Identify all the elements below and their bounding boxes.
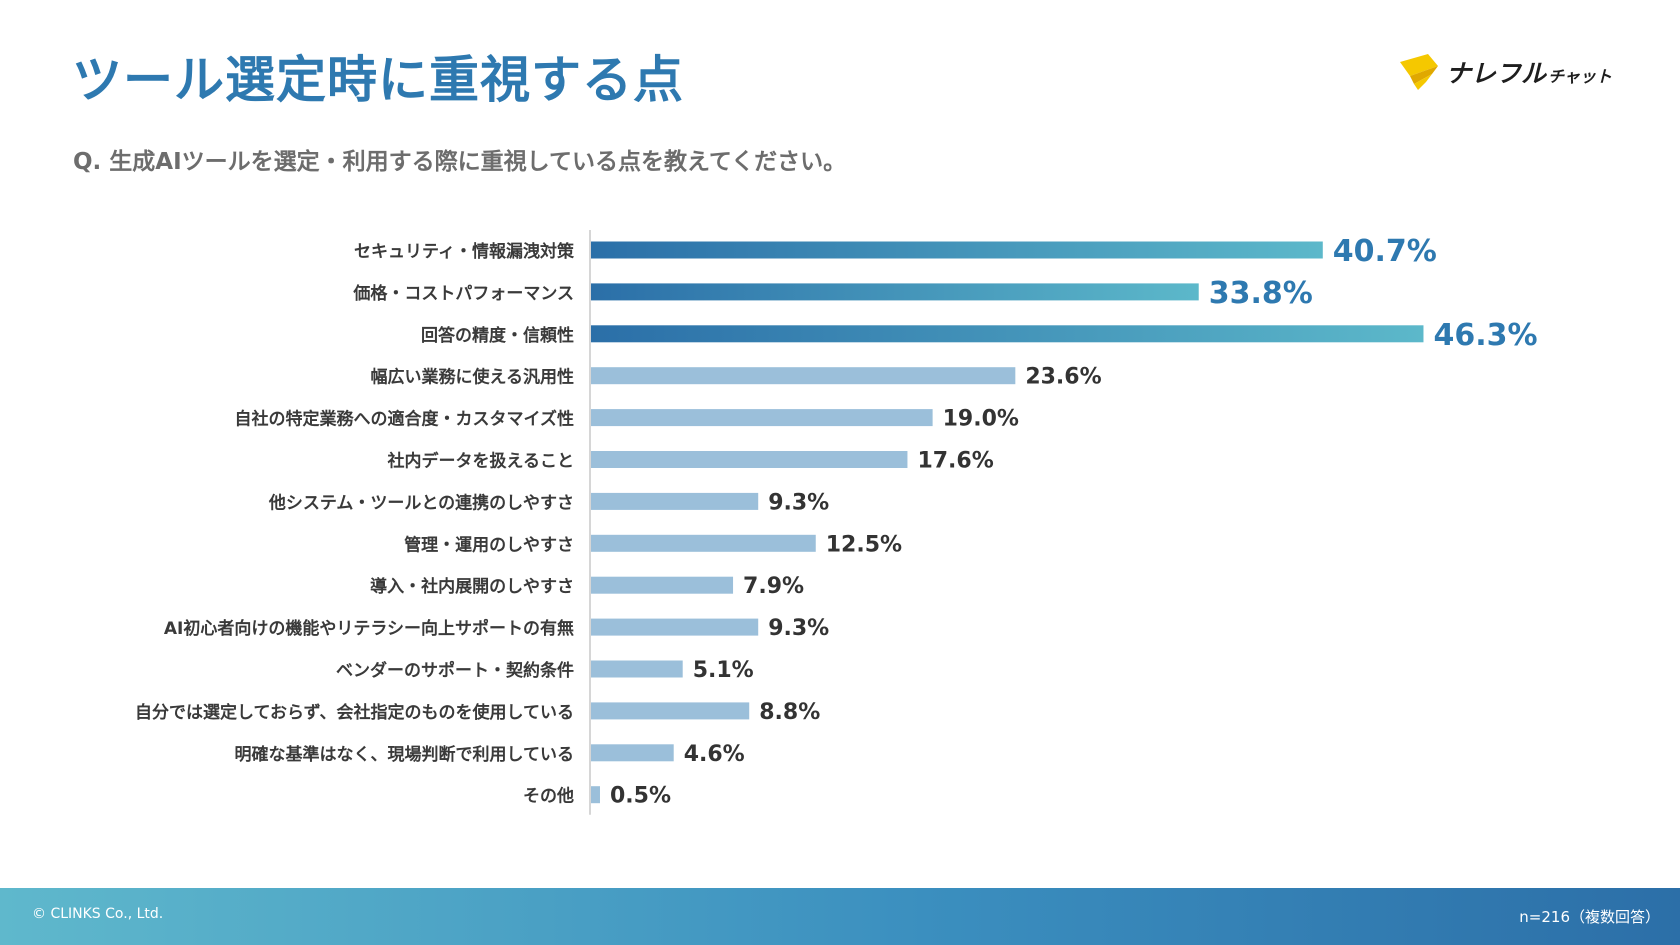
copyright: © CLINKS Co., Ltd.	[32, 906, 164, 922]
category-label: ベンダーのサポート・契約条件	[336, 660, 574, 681]
category-label: 幅広い業務に使える汎用性	[371, 367, 575, 388]
data-label: 12.5%	[826, 532, 902, 557]
bar-chart: セキュリティ・情報漏洩対策 40.7% 価格・コストパフォーマンス 33.8% 回答の精…	[135, 230, 1538, 815]
bar	[591, 660, 683, 678]
category-label: その他	[523, 786, 574, 807]
data-label: 5.1%	[693, 658, 754, 683]
category-label: AI初心者向けの機能やリテラシー向上サポートの有無	[164, 618, 574, 639]
page-title: ツール選定時に重視する点	[72, 51, 684, 109]
survey-question: Q. 生成AIツールを選定・利用する際に重視している点を教えてください。	[73, 149, 847, 175]
category-label: 自社の特定業務への適合度・カスタマイズ性	[235, 409, 575, 430]
logo-mark-icon	[1400, 54, 1438, 90]
data-label: 9.3%	[768, 616, 829, 641]
bar	[591, 409, 933, 427]
logo-subtext: チャット	[1548, 67, 1612, 86]
data-label: 8.8%	[759, 700, 820, 725]
data-label: 19.0%	[943, 407, 1019, 432]
data-label: 33.8%	[1209, 276, 1313, 311]
bar	[591, 702, 750, 720]
bar	[591, 325, 1424, 343]
data-label: 46.3%	[1433, 318, 1537, 353]
category-label: セキュリティ・情報漏洩対策	[354, 241, 575, 262]
data-label: 4.6%	[684, 742, 745, 767]
bar	[591, 744, 674, 762]
data-label: 7.9%	[743, 574, 804, 599]
data-label: 23.6%	[1025, 365, 1101, 390]
bar	[591, 786, 600, 804]
category-label: 他システム・ツールとの連携のしやすさ	[268, 492, 574, 513]
data-label: 9.3%	[768, 490, 829, 515]
bar	[591, 618, 759, 636]
category-label: 価格・コストパフォーマンス	[352, 283, 574, 304]
logo-text: ナレフル	[1446, 59, 1547, 88]
category-label: 回答の精度・信頼性	[421, 325, 574, 346]
bar	[591, 451, 908, 468]
category-label: 明確な基準はなく、現場判断で利用している	[235, 744, 575, 765]
category-label: 社内データを扱えること	[387, 451, 575, 472]
footer-bar: © CLINKS Co., Ltd. n=216（複数回答）	[0, 888, 1680, 945]
bar	[591, 492, 759, 510]
bar	[591, 241, 1323, 259]
data-label: 0.5%	[610, 784, 671, 809]
bar	[591, 534, 816, 552]
sample-size-note: n=216（複数回答）	[1519, 908, 1660, 926]
category-label: 自分では選定しておらず、会社指定のものを使用している	[135, 702, 574, 723]
data-label: 17.6%	[917, 449, 993, 474]
bar	[591, 576, 734, 594]
bar	[591, 283, 1199, 301]
category-label: 導入・社内展開のしやすさ	[370, 576, 574, 597]
category-label: 管理・運用のしやすさ	[404, 534, 574, 555]
brand-logo: ナレフル チャット	[1398, 52, 1612, 92]
data-label: 40.7%	[1333, 234, 1437, 269]
bar	[591, 367, 1016, 385]
